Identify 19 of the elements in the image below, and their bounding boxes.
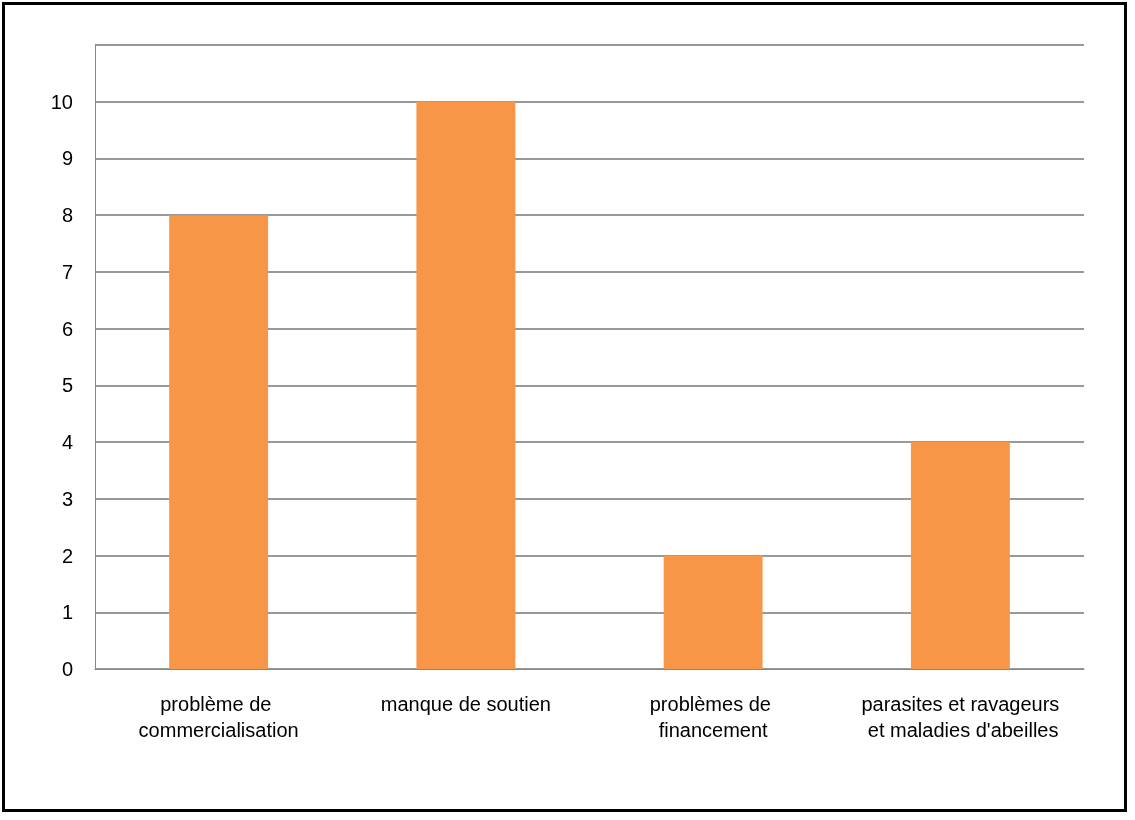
y-tick-label: 3 — [61, 487, 73, 510]
y-tick-label: 1 — [61, 601, 73, 624]
y-tick-label: 0 — [61, 658, 73, 680]
bar — [416, 101, 516, 669]
y-tick-label: 4 — [61, 431, 73, 454]
x-tick-label: problèmes de financement — [649, 693, 777, 741]
bar — [910, 442, 1010, 669]
y-tick-label: 10 — [50, 90, 73, 113]
y-tick-label: 2 — [61, 544, 73, 567]
y-tick-label: 6 — [61, 317, 73, 340]
x-tick-label: problème de commercialisation — [138, 693, 299, 741]
y-tick-label: 8 — [61, 204, 73, 227]
bar — [169, 215, 269, 669]
bar — [663, 555, 763, 669]
x-tick-label: manque de soutien — [380, 693, 551, 715]
x-tick-label: parasites et ravageurs et maladies d'abeilles — [861, 693, 1060, 741]
y-tick-label: 5 — [61, 374, 73, 397]
y-tick-label: 7 — [61, 260, 73, 283]
y-tick-label: 9 — [61, 147, 73, 170]
